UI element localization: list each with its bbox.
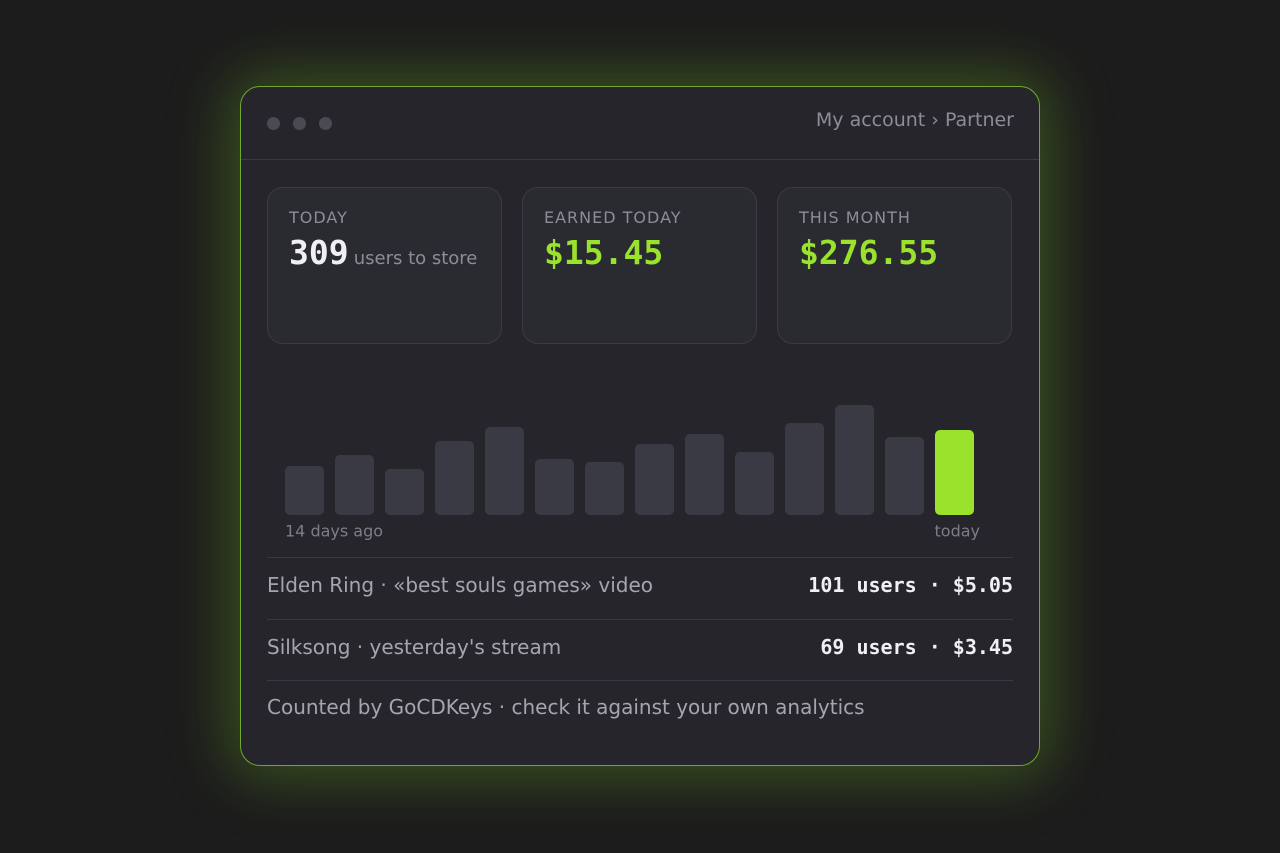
stat-unit: users to store [353, 248, 478, 269]
stat-label: TODAY [289, 208, 348, 227]
stat-value: 309 [289, 233, 349, 272]
divider [267, 619, 1013, 620]
window-dot[interactable] [267, 117, 280, 130]
row-title: Elden Ring · «best souls games» video [267, 573, 654, 597]
stat-card: TODAY 309 users to store [267, 187, 502, 344]
x-label: today [935, 522, 981, 541]
stat-value: $276.55 [799, 233, 939, 272]
row-stats: 69 users · $3.45 [820, 635, 1013, 659]
bar [535, 459, 574, 515]
bar [385, 469, 424, 515]
stat-card: THIS MONTH $276.55 [777, 187, 1012, 344]
breadcrumb[interactable]: My account › Partner [815, 109, 1014, 131]
divider [267, 557, 1013, 558]
stat-card: EARNED TODAY $15.45 [522, 187, 757, 344]
bar [285, 466, 324, 515]
list-row[interactable]: Elden Ring · «best souls games» video 101… [267, 573, 1013, 597]
bar [735, 452, 774, 515]
stat-label: EARNED TODAY [544, 208, 682, 227]
bar [835, 405, 874, 515]
bar [635, 444, 674, 515]
row-title: Silksong · yesterday's stream [267, 635, 562, 659]
divider [267, 680, 1013, 681]
x-label: 14 days ago [285, 522, 383, 541]
bar [335, 455, 374, 515]
footer-note: Counted by GoCDKeys · check it against y… [267, 695, 865, 719]
stat-label: THIS MONTH [799, 208, 911, 227]
row-stats: 101 users · $5.05 [808, 573, 1013, 597]
bar [685, 434, 724, 515]
window-dot[interactable] [293, 117, 306, 130]
bar [785, 423, 824, 515]
chart: 14 days ago today [285, 405, 981, 541]
list-row[interactable]: Silksong · yesterday's stream 69 users · … [267, 635, 1013, 659]
bar [885, 437, 924, 515]
bar [585, 462, 624, 515]
bar [485, 427, 524, 515]
stat-value: $15.45 [544, 233, 664, 272]
window: My account › Partner TODAY 309 users to … [240, 86, 1040, 766]
bar [435, 441, 474, 515]
window-dot[interactable] [319, 117, 332, 130]
bar [935, 430, 974, 515]
divider [241, 159, 1039, 160]
